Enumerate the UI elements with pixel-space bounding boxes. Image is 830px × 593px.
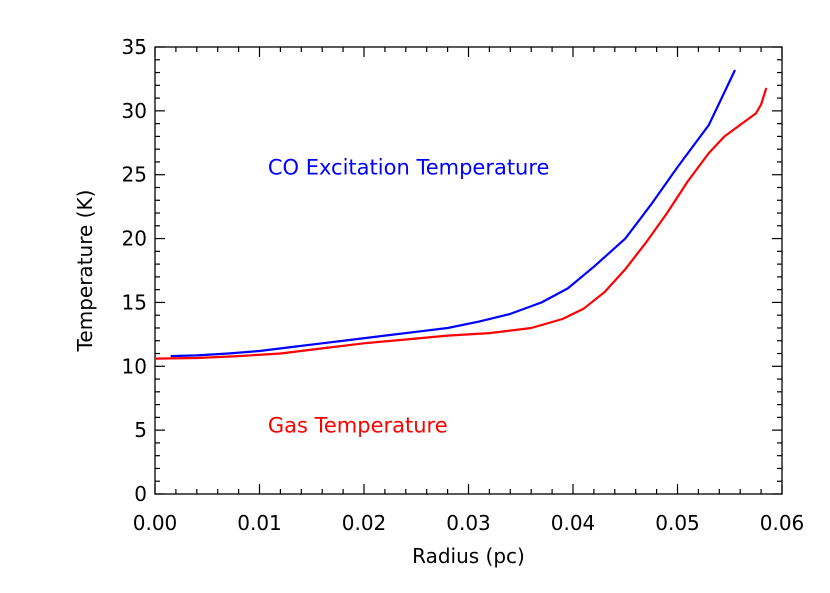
x-tick-label: 0.04 [551, 511, 596, 535]
series-line-co-excitation [170, 69, 736, 358]
annotation-gas: Gas Temperature [268, 414, 448, 438]
y-axis-ticks: 0 5 10 15 20 25 30 35 [122, 35, 782, 506]
x-tick-label: 0.03 [446, 511, 491, 535]
y-tick-label: 30 [122, 99, 147, 123]
x-tick-label: 0.05 [655, 511, 700, 535]
x-axis-ticks: 0.00 0.01 0.02 0.03 0.04 0.05 0.06 [133, 47, 805, 535]
y-tick-label: 0 [134, 482, 147, 506]
y-tick-label: 10 [122, 354, 147, 378]
y-tick-label: 25 [122, 163, 147, 187]
series-line-gas [154, 87, 768, 360]
x-tick-label: 0.00 [133, 511, 178, 535]
y-tick-label: 35 [122, 35, 147, 59]
plot-frame [154, 46, 783, 495]
y-tick-label: 20 [122, 227, 147, 251]
x-tick-label: 0.01 [237, 511, 282, 535]
annotation-co-excitation: CO Excitation Temperature [268, 156, 550, 180]
y-tick-label: 5 [134, 418, 147, 442]
x-tick-label: 0.06 [760, 511, 805, 535]
x-axis-label: Radius (pc) [412, 544, 525, 568]
x-tick-label: 0.02 [342, 511, 387, 535]
y-axis-label: Temperature (K) [73, 190, 97, 353]
series-lines [154, 69, 768, 360]
y-tick-label: 15 [122, 290, 147, 314]
annotations: CO Excitation Temperature Gas Temperature [268, 156, 550, 438]
